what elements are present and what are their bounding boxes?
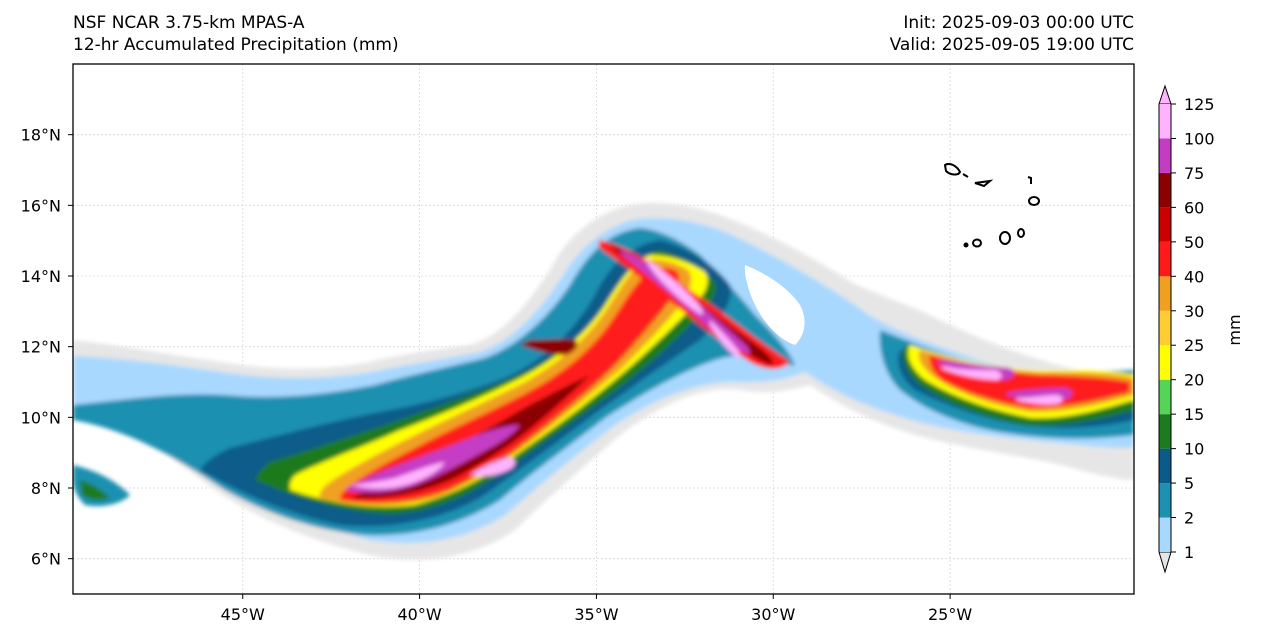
colorbar-tick-label: 50: [1184, 233, 1204, 252]
colorbar-outline: [1158, 104, 1172, 552]
colorbar-tick-label: 40: [1184, 267, 1204, 286]
lat-tick-label: 14°N: [21, 267, 61, 286]
colorbar-tick-label: 100: [1184, 129, 1215, 148]
field-title: 12-hr Accumulated Precipitation (mm): [73, 35, 399, 55]
precip-field: [73, 203, 1134, 560]
lat-tick-label: 16°N: [21, 196, 61, 215]
colorbar-tick-label: 75: [1184, 164, 1204, 183]
colorbar-segment: [1159, 483, 1171, 518]
colorbar-tick-label: 1: [1184, 543, 1194, 562]
colorbar-segment: [1159, 276, 1171, 311]
lat-tick-label: 10°N: [21, 408, 61, 427]
lon-tick-label: 30°W: [751, 605, 795, 624]
colorbar-tick-label: 15: [1184, 405, 1204, 424]
colorbar-tick-label: 25: [1184, 336, 1204, 355]
colorbar-segment: [1159, 138, 1171, 173]
latitude-axis: 18°N 16°N 14°N 12°N 10°N 8°N 6°N: [21, 126, 73, 569]
colorbar-tick-label: 60: [1184, 198, 1204, 217]
colorbar-segment: [1159, 104, 1171, 139]
lat-tick-label: 18°N: [21, 126, 61, 145]
colorbar-tick-label: 125: [1184, 95, 1215, 114]
colorbar-label: mm: [1225, 314, 1244, 345]
colorbar-segment: [1159, 448, 1171, 484]
colorbar-segment: [1159, 379, 1171, 415]
colorbar-tick-label: 2: [1184, 509, 1194, 528]
lat-tick-label: 8°N: [31, 479, 61, 498]
lat-tick-label: 12°N: [21, 338, 61, 357]
colorbar-segment: [1159, 517, 1171, 552]
colorbar-segment: [1159, 414, 1171, 449]
lon-tick-label: 45°W: [221, 605, 265, 624]
lat-tick-label: 6°N: [31, 550, 61, 569]
colorbar-extend-max: [1158, 84, 1172, 105]
longitude-axis: 45°W 40°W 35°W 30°W 25°W: [221, 594, 972, 624]
colorbar-segment: [1159, 310, 1171, 346]
colorbar-extend-min: [1158, 551, 1172, 574]
coastlines: [943, 162, 1040, 248]
map-panel: [73, 64, 1134, 594]
lon-tick-label: 25°W: [928, 605, 972, 624]
map-frame: [72, 63, 1135, 595]
valid-time: Valid: 2025-09-05 19:00 UTC: [889, 35, 1134, 55]
colorbar-segment: [1159, 345, 1171, 380]
colorbar-segment: [1159, 207, 1171, 242]
colorbar-tick-label: 20: [1184, 371, 1204, 390]
colorbar-segment: [1159, 241, 1171, 277]
model-title: NSF NCAR 3.75-km MPAS-A: [73, 13, 305, 33]
colorbar-tick-label: 30: [1184, 302, 1204, 321]
lon-tick-label: 35°W: [574, 605, 618, 624]
colorbar-tick-label: 10: [1184, 440, 1204, 459]
colorbar-segment: [1159, 172, 1171, 208]
lon-tick-label: 40°W: [397, 605, 441, 624]
colorbar-tick-label: 5: [1184, 474, 1194, 493]
init-time: Init: 2025-09-03 00:00 UTC: [903, 13, 1134, 33]
